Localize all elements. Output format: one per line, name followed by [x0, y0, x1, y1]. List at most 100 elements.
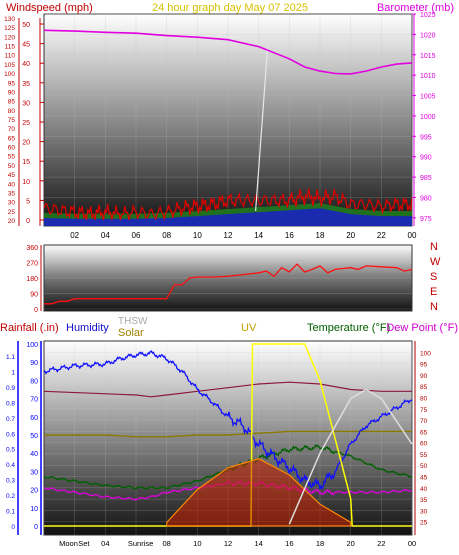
barometer-tick: 1000: [420, 114, 436, 121]
windspeed-axis-title: Windspeed (mph): [6, 2, 93, 14]
windspeed-outer-tick: 55: [8, 154, 16, 161]
rainfall-tick: 0.4: [6, 462, 15, 469]
temperature-tick: 25: [420, 520, 428, 527]
compass-label: N: [430, 241, 438, 253]
barometer-tick: 1020: [420, 32, 436, 39]
x-tick-label: 18: [316, 231, 325, 240]
graph-title: 24 hour graph day May 07 2025: [152, 2, 308, 14]
x-tick-label: 18: [316, 539, 324, 548]
windspeed-inner-tick: 20: [22, 140, 30, 147]
windspeed-inner-tick: 5: [26, 198, 30, 205]
temperature-tick: 40: [420, 486, 428, 493]
x-tick-label: 20: [346, 539, 354, 548]
temperature-tick: 65: [420, 429, 428, 436]
windspeed-inner-tick: 25: [22, 120, 30, 127]
windspeed-inner-tick: 30: [22, 100, 30, 107]
x-tick-label: 04: [101, 539, 109, 548]
humidity-tick: 30: [30, 469, 38, 476]
temperature-tick: 55: [420, 452, 428, 459]
rainfall-tick: 0.9: [6, 385, 15, 392]
x-tick-label: 12: [224, 539, 232, 548]
windspeed-inner-tick: 50: [22, 22, 30, 29]
windspeed-outer-tick: 95: [8, 80, 16, 87]
barometer-tick: 985: [420, 175, 432, 182]
windspeed-outer-tick: 105: [4, 62, 15, 69]
humidity-tick: 100: [26, 342, 38, 349]
x-tick-label: 04: [101, 231, 110, 240]
rainfall-tick: 0.2: [6, 493, 15, 500]
x-tick-label: 16: [285, 231, 294, 240]
x-tick-label: 00: [408, 539, 416, 548]
humidity-tick: 50: [30, 433, 38, 440]
legend-dewpoint: Dew Point (°F): [386, 322, 458, 334]
x-tick-label: 12: [224, 231, 233, 240]
temperature-tick: 80: [420, 395, 428, 402]
windspeed-inner-tick: 0: [26, 218, 30, 225]
windspeed-outer-tick: 75: [8, 117, 16, 124]
barometer-tick: 1005: [420, 94, 436, 101]
humidity-line: [44, 350, 413, 490]
rainfall-tick: 0.3: [6, 478, 15, 485]
compass-label: N: [430, 301, 438, 313]
temperature-tick: 90: [420, 373, 428, 380]
rainfall-tick: 0.7: [6, 416, 15, 423]
temperature-tick: 50: [420, 463, 428, 470]
compass-label: E: [430, 286, 437, 298]
legend-uv: UV: [241, 322, 257, 334]
humidity-tick: 60: [30, 415, 38, 422]
barometer-line: [43, 29, 413, 75]
rainfall-tick: 0.8: [6, 400, 15, 407]
rainfall-tick: 0: [11, 524, 15, 531]
windspeed-inner-tick: 15: [22, 159, 30, 166]
windspeed-outer-tick: 80: [8, 108, 16, 115]
barometer-tick: 1025: [420, 12, 436, 19]
barometer-axis-title: Barometer (mb): [377, 2, 454, 14]
temperature-tick: 30: [420, 508, 428, 515]
x-tick-label: 22: [377, 539, 385, 548]
windspeed-outer-tick: 90: [8, 89, 16, 96]
legend-temperature: Temperature (°F): [307, 322, 390, 334]
windspeed-outer-tick: 130: [4, 16, 15, 23]
x-tick-label: 14: [254, 231, 263, 240]
wind-average-area: [44, 208, 412, 226]
windspeed-outer-tick: 115: [5, 44, 16, 51]
barometer-tick: 990: [420, 155, 432, 162]
rainfall-tick: 1: [11, 369, 15, 376]
x-tick-label: 22: [377, 231, 386, 240]
x-tick-label: 16: [285, 539, 293, 548]
humidity-tick: 0: [34, 524, 38, 531]
humidity-tick: 40: [30, 451, 38, 458]
x-tick-label: 06: [132, 231, 141, 240]
x-tick-label: 08: [162, 539, 170, 548]
windspeed-outer-tick: 100: [4, 71, 15, 78]
barometer-tick: 975: [420, 216, 432, 223]
temperature-tick: 75: [420, 407, 428, 414]
windspeed-outer-tick: 110: [5, 53, 16, 60]
temperature-tick: 35: [420, 497, 428, 504]
x-tick-label: 10: [193, 231, 202, 240]
temperature-tick: 95: [420, 362, 428, 369]
x-tick-label: Set: [78, 539, 90, 548]
x-tick-label: 20: [346, 231, 355, 240]
windspeed-outer-tick: 50: [8, 163, 16, 170]
windspeed-inner-tick: 35: [22, 81, 30, 88]
rainfall-tick: 0.6: [6, 431, 15, 438]
windspeed-outer-tick: 120: [4, 34, 15, 41]
direction-tick: 360: [26, 245, 38, 252]
windspeed-outer-tick: 30: [8, 200, 16, 207]
x-tick-label: Moon: [59, 539, 78, 548]
temperature-tick: 70: [420, 418, 428, 425]
humidity-tick: 20: [30, 488, 38, 495]
direction-tick: 270: [26, 261, 38, 268]
temperature-tick: 60: [420, 441, 428, 448]
windspeed-outer-tick: 45: [8, 172, 16, 179]
windspeed-outer-tick: 25: [8, 209, 16, 216]
temperature-tick: 100: [420, 350, 431, 357]
compass-label: W: [430, 256, 441, 268]
barometer-tick: 1010: [420, 73, 436, 80]
direction-tick: 180: [26, 276, 38, 283]
solar-line: [44, 430, 412, 438]
barometer-tick: 995: [420, 134, 432, 141]
